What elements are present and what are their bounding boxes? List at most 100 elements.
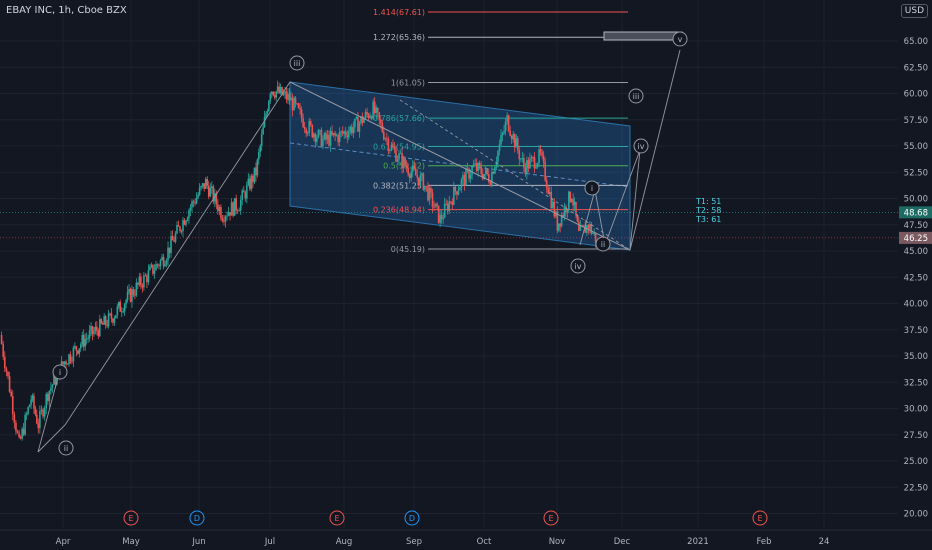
earnings-event-marker[interactable]	[123, 510, 139, 526]
candle-body	[147, 270, 150, 283]
candle-body	[419, 175, 422, 186]
candle-body	[192, 201, 195, 203]
candle-body	[523, 158, 525, 168]
candle-body	[13, 414, 16, 423]
candle-body	[30, 399, 32, 405]
candle-body	[346, 135, 349, 138]
candle-body	[553, 201, 556, 217]
candle-body	[207, 185, 210, 197]
candle-body	[290, 97, 292, 101]
candle-body	[587, 225, 590, 229]
candle-body	[259, 146, 262, 153]
candle-body	[364, 111, 367, 119]
event-label: E	[334, 514, 339, 523]
price-tick-label: 37.50	[904, 326, 928, 336]
candle-body	[161, 256, 163, 261]
currency-button[interactable]: USD	[900, 4, 928, 18]
candle-body	[162, 256, 165, 267]
fib-label: 0.618(54.95)	[373, 143, 425, 152]
candle-body	[143, 275, 145, 288]
candle-body	[140, 276, 142, 286]
candle-body	[176, 225, 178, 234]
candle-body	[386, 138, 388, 140]
candle-body	[138, 276, 141, 285]
candle-body	[128, 289, 130, 292]
candle-body	[430, 188, 432, 193]
candle-body	[387, 139, 390, 151]
candle-body	[164, 264, 166, 267]
candle-body	[273, 95, 276, 98]
earnings-event-marker[interactable]	[543, 510, 559, 526]
candle-body	[347, 131, 350, 138]
candle-body	[569, 191, 572, 202]
candle-body	[284, 91, 286, 94]
candle-body	[113, 318, 116, 323]
candle-body	[399, 152, 402, 154]
candle-body	[297, 103, 300, 109]
candle-body	[305, 128, 307, 134]
candle-body	[309, 121, 312, 125]
candle-body	[227, 212, 230, 216]
candle-body	[180, 230, 183, 232]
candle-body	[421, 173, 423, 176]
candle-body	[100, 319, 103, 324]
time-tick-label: 24	[819, 537, 830, 547]
candle-body	[188, 210, 190, 219]
candle-body	[94, 326, 97, 332]
candle-body	[132, 289, 135, 296]
candle-body	[573, 201, 576, 206]
candle-body	[312, 133, 315, 138]
wave-circle	[628, 88, 644, 104]
earnings-event-marker[interactable]	[752, 510, 768, 526]
candle-body	[509, 131, 511, 136]
candle-body	[171, 236, 174, 241]
wave-circle	[595, 236, 611, 252]
candle-body	[129, 289, 132, 302]
target-label: T3: 61	[695, 215, 721, 224]
candle-body	[115, 315, 117, 319]
candle-body	[532, 157, 534, 158]
candle-body	[118, 302, 120, 307]
time-tick-label: Apr	[56, 537, 71, 547]
candle-body	[294, 97, 297, 104]
candle-body	[448, 201, 451, 212]
candle-body	[218, 207, 221, 212]
candle-body	[39, 411, 41, 429]
candle-body	[226, 215, 228, 217]
candle-body	[186, 218, 189, 221]
candle-body	[495, 161, 498, 167]
candle-body	[500, 135, 502, 145]
candle-body	[134, 295, 136, 296]
candle-body	[276, 86, 279, 92]
candle-body	[422, 173, 425, 190]
wave-label: ii	[601, 240, 605, 249]
wave-label: iv	[638, 142, 645, 151]
candle-body	[526, 160, 528, 175]
candle-body	[578, 221, 580, 231]
candle-body	[51, 384, 54, 388]
wave-label: iii	[633, 92, 640, 101]
candle-body	[325, 133, 327, 140]
candle-body	[542, 155, 545, 162]
candle-body	[442, 217, 444, 220]
candle-body	[533, 157, 536, 169]
candle-body	[453, 186, 455, 205]
candle-body	[492, 171, 495, 174]
candle-body	[236, 210, 239, 212]
dividend-event-marker[interactable]	[404, 510, 420, 526]
candle-body	[575, 201, 577, 216]
wave-label: i	[591, 184, 593, 193]
candle-body	[195, 197, 198, 204]
earnings-event-marker[interactable]	[329, 510, 345, 526]
candle-body	[81, 335, 84, 345]
dividend-event-marker[interactable]	[189, 510, 205, 526]
candle-body	[275, 91, 277, 98]
candle-body	[398, 153, 400, 160]
candle-body	[71, 361, 73, 363]
chart-title: EBAY INC, 1h, Cboe BZX	[6, 5, 127, 16]
time-tick-label: Jun	[191, 537, 205, 547]
price-tick-label: 47.50	[904, 221, 928, 231]
